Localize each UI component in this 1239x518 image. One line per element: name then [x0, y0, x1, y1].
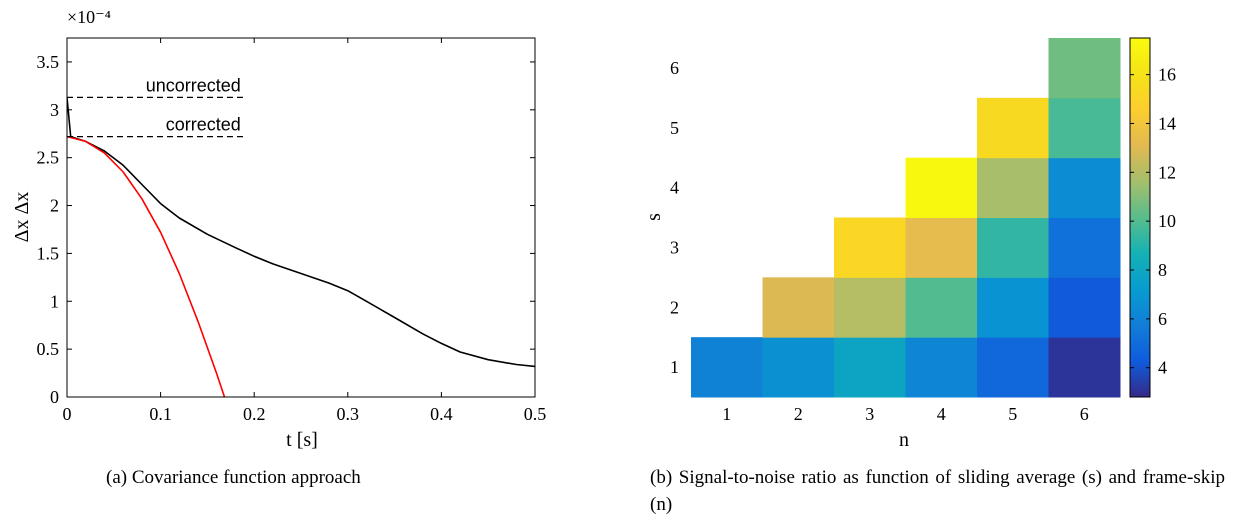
heatmap-cell-n2-s2	[762, 277, 835, 338]
colorbar: 4 6 8 10 12 14 16	[1129, 37, 1176, 398]
y-tick-label-a: 1.5	[37, 243, 60, 263]
x-tick-label-a: 0.1	[149, 404, 172, 424]
x-tick-label-b: 3	[865, 404, 874, 424]
heatmap-cell-n6-s5	[1048, 97, 1121, 159]
heatmap-cell-n1-s1	[691, 337, 763, 398]
y-tick-label-a: 2.5	[37, 148, 60, 168]
annotation-group: uncorrected corrected	[67, 75, 245, 138]
colorbar-tick-label: 8	[1158, 260, 1167, 280]
x-tick-label-a: 0.2	[243, 404, 266, 424]
colorbar-tick-label: 6	[1158, 309, 1167, 329]
heatmap-cell-n3-s2	[834, 277, 906, 338]
x-tick-label-b: 5	[1008, 404, 1017, 424]
heatmap-cell-n6-s2	[1048, 277, 1121, 338]
heatmap-cell-n2-s1	[762, 337, 835, 398]
heatmap-cell-n4-s4	[905, 157, 978, 218]
y-tick-label-a: 3.5	[37, 52, 60, 72]
y-tick-group-b: 1 2 3 4 5 6	[670, 58, 679, 377]
caption-b: (b) Signal-to-noise ratio as function of…	[650, 467, 1225, 515]
x-axis-label-b: n	[899, 429, 909, 451]
heatmap-cell-n6-s6	[1048, 38, 1121, 99]
y-tick-label-a: 1	[50, 291, 59, 311]
heatmap-cell-n5-s2	[977, 277, 1049, 338]
colorbar-tick-label: 14	[1158, 113, 1176, 133]
x-axis-label-a: t [s]	[286, 429, 318, 451]
x-tick-label-b: 6	[1080, 404, 1089, 424]
colorbar-tick-label: 10	[1158, 211, 1176, 231]
y-exponent-label: ×10⁻⁴	[67, 7, 111, 27]
x-tick-label-a: 0	[63, 404, 72, 424]
annotation-label-corrected: corrected	[166, 115, 241, 135]
colorbar-gradient	[1129, 37, 1151, 398]
x-tick-group-a: 0 0.1 0.2 0.3 0.4 0.5	[63, 38, 547, 424]
heatmap-cell-n5-s4	[977, 157, 1049, 218]
heatmap-cell-n6-s4	[1048, 157, 1121, 218]
x-tick-group-b: 1 2 3 4 5 6	[722, 404, 1089, 424]
y-tick-label-a: 0	[50, 387, 59, 407]
y-axis-label-b: s	[643, 213, 665, 221]
line-series-group	[67, 97, 535, 397]
y-axis-label-a: Δx Δx	[11, 192, 33, 243]
heatmap-cell-n5-s1	[977, 337, 1049, 398]
colorbar-tick-label: 4	[1158, 358, 1167, 378]
heatmap-cell-n4-s2	[905, 277, 978, 338]
x-tick-label-b: 2	[794, 404, 803, 424]
heatmap-cell-n4-s1	[905, 337, 978, 398]
y-tick-label-b: 3	[670, 237, 679, 257]
y-tick-label-a: 3	[50, 100, 59, 120]
heatmap-cell-n3-s3	[834, 217, 906, 278]
heatmap-cell-group	[691, 38, 1121, 398]
annotation-label-uncorrected: uncorrected	[146, 75, 241, 95]
heatmap-cell-n3-s1	[834, 337, 906, 398]
colorbar-tick-label: 16	[1158, 65, 1176, 85]
x-tick-label-a: 0.3	[337, 404, 360, 424]
heatmap-cell-n6-s3	[1048, 217, 1121, 278]
line-series-1	[67, 97, 535, 368]
x-tick-label-a: 0.5	[524, 404, 547, 424]
colorbar-tick-label: 12	[1158, 162, 1176, 182]
heatmap-cell-n4-s3	[905, 217, 978, 278]
heatmap-cell-n6-s1	[1048, 337, 1121, 398]
y-tick-label-b: 4	[670, 178, 679, 198]
y-tick-label-b: 2	[670, 297, 679, 317]
x-tick-label-b: 1	[722, 404, 731, 424]
y-tick-group-a: 0 0.5 1 1.5 2 2.5 3 3.5	[37, 52, 535, 407]
y-tick-label-b: 5	[670, 118, 679, 138]
caption-a: (a) Covariance function approach	[106, 467, 361, 488]
y-tick-label-a: 2	[50, 196, 59, 216]
heatmap-cell-n5-s5	[977, 97, 1049, 159]
y-tick-label-b: 1	[670, 357, 679, 377]
line-series-2	[67, 135, 226, 397]
plot-frame-a	[66, 37, 536, 398]
x-tick-label-b: 4	[937, 404, 946, 424]
y-tick-label-b: 6	[670, 58, 679, 78]
x-tick-label-a: 0.4	[430, 404, 453, 424]
heatmap-cell-n5-s3	[977, 217, 1049, 278]
y-tick-label-a: 0.5	[37, 339, 60, 359]
